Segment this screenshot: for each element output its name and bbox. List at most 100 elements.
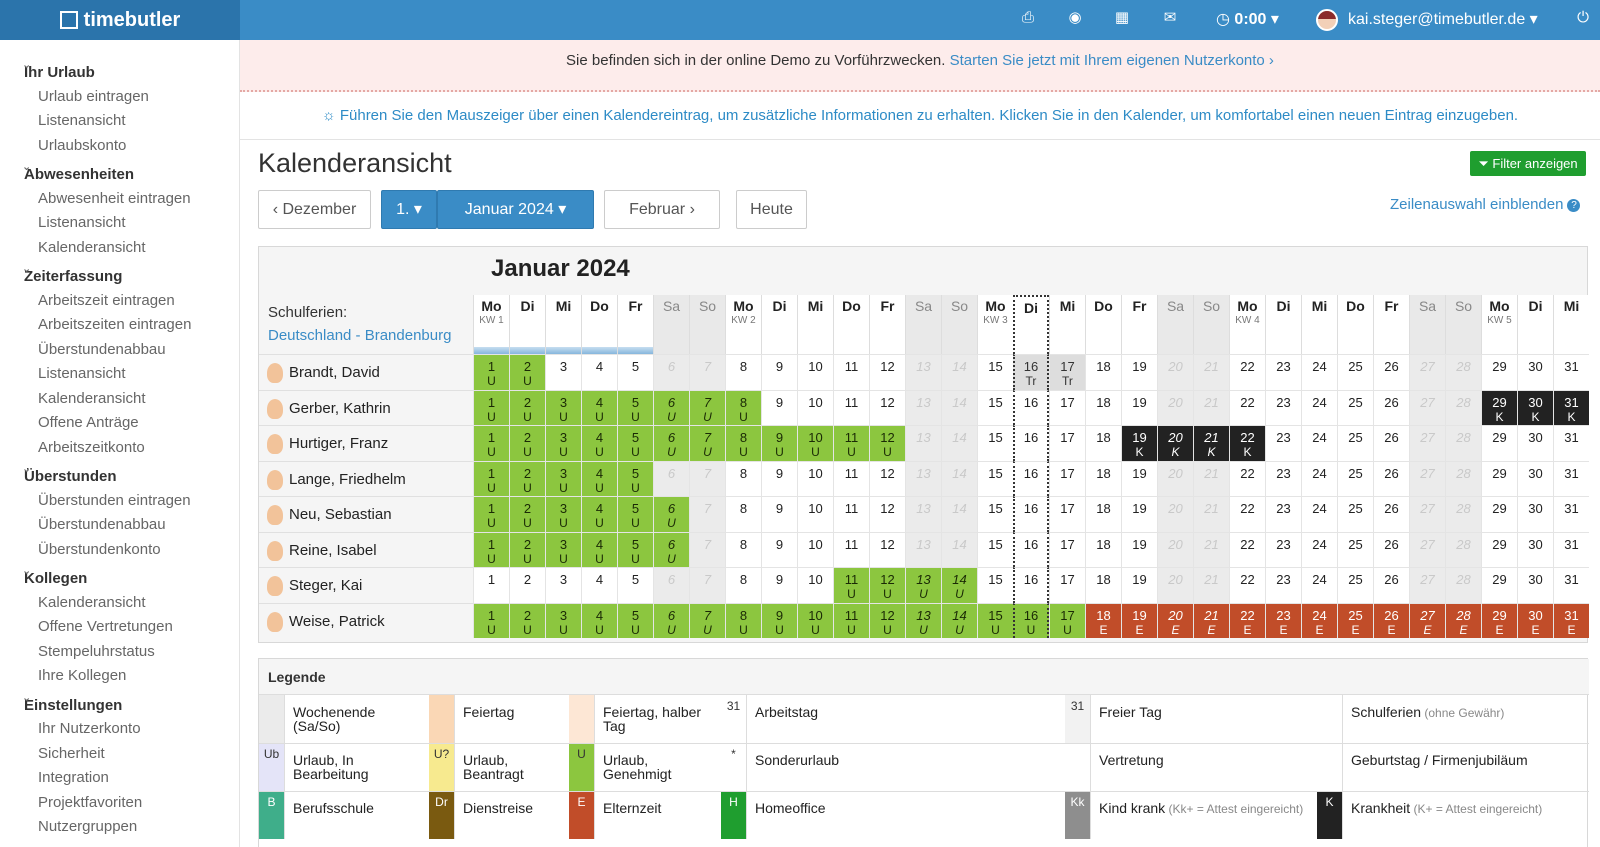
sidebar-item[interactable]: Stempeluhrstatus — [38, 642, 155, 660]
calendar-cell[interactable]: 12 — [869, 354, 905, 390]
calendar-cell[interactable]: 18 — [1085, 354, 1121, 390]
calendar-cell[interactable]: 15 — [977, 389, 1013, 425]
filter-button[interactable]: ⏷ Filter anzeigen — [1470, 151, 1586, 176]
calendar-cell[interactable]: 30 E — [1517, 602, 1553, 638]
calendar-cell[interactable]: 13 U — [905, 602, 941, 638]
calendar-cell[interactable]: 20 K — [1157, 425, 1193, 461]
calendar-cell[interactable]: 13 — [905, 354, 941, 390]
calendar-cell[interactable]: 10 U — [797, 602, 833, 638]
sidebar-item[interactable]: Sicherheit — [38, 744, 105, 762]
calendar-cell[interactable]: 14 — [941, 460, 977, 496]
calendar-cell[interactable]: 15 — [977, 567, 1013, 603]
calendar-cell[interactable]: 23 — [1265, 567, 1301, 603]
sidebar-item[interactable]: Ihre Kollegen — [38, 667, 127, 684]
calendar-cell[interactable]: 5 — [617, 354, 653, 390]
sidebar-item[interactable]: Offene Anträge — [38, 414, 139, 431]
calendar-cell[interactable]: 27 E — [1409, 602, 1445, 638]
calendar-cell[interactable]: 20 — [1157, 354, 1193, 390]
calendar-cell[interactable]: 9 — [761, 531, 797, 567]
today-button[interactable]: Heute — [736, 190, 807, 229]
calendar-cell[interactable]: 21 — [1193, 531, 1229, 567]
calendar-cell[interactable]: 25 — [1337, 531, 1373, 567]
calendar-cell[interactable]: 17 — [1049, 460, 1085, 496]
calendar-cell[interactable]: 23 — [1265, 531, 1301, 567]
prev-month-button[interactable]: ‹ Dezember — [258, 190, 371, 229]
sidebar-group-4[interactable]: Kollegen — [22, 564, 87, 587]
sidebar-item[interactable]: Arbeitszeiten eintragen — [38, 316, 192, 333]
calendar-cell[interactable]: 26 — [1373, 460, 1409, 496]
calendar-cell[interactable]: 26 — [1373, 425, 1409, 461]
calendar-cell[interactable]: 25 — [1337, 496, 1373, 532]
calendar-cell[interactable]: 7 — [689, 531, 725, 567]
calendar-cell[interactable]: 24 — [1301, 354, 1337, 390]
sidebar-item[interactable]: Kalenderansicht — [38, 593, 146, 611]
calendar-cell[interactable]: 29 — [1481, 425, 1517, 461]
employee-name[interactable]: Steger, Kai — [259, 567, 479, 603]
calendar-cell[interactable]: 20 — [1157, 389, 1193, 425]
calendar-cell[interactable]: 17 — [1049, 567, 1085, 603]
calendar-cell[interactable]: 25 E — [1337, 602, 1373, 638]
sidebar-item[interactable]: Listenansicht — [38, 214, 126, 231]
calendar-cell[interactable]: 28 — [1445, 567, 1481, 603]
power-icon[interactable]: ⏻ — [1577, 9, 1589, 26]
calendar-cell[interactable]: 10 — [797, 531, 833, 567]
calendar-cell[interactable]: 7 — [689, 496, 725, 532]
employee-name[interactable]: Brandt, David — [259, 354, 479, 390]
calendar-cell[interactable]: 11 U — [833, 567, 869, 603]
calendar-cell[interactable]: 21 — [1193, 567, 1229, 603]
calendar-cell[interactable]: 14 — [941, 389, 977, 425]
calendar-cell[interactable]: 20 — [1157, 567, 1193, 603]
calendar-cell[interactable]: 16 — [1013, 460, 1049, 496]
calendar-cell[interactable]: 26 — [1373, 531, 1409, 567]
calendar-cell[interactable]: 25 — [1337, 567, 1373, 603]
calendar-cell[interactable]: 28 E — [1445, 602, 1481, 638]
calendar-cell[interactable]: 30 — [1517, 460, 1553, 496]
calendar-cell[interactable]: 13 — [905, 460, 941, 496]
calendar-cell[interactable]: 27 — [1409, 567, 1445, 603]
calendar-cell[interactable]: 28 — [1445, 460, 1481, 496]
sidebar-item[interactable]: Überstundenkonto — [38, 540, 161, 558]
calendar-cell[interactable]: 26 — [1373, 567, 1409, 603]
sidebar-group-2[interactable]: Zeiterfassung — [22, 262, 122, 285]
calendar-cell[interactable]: 16 — [1013, 496, 1049, 532]
calendar-cell[interactable]: 18 — [1085, 531, 1121, 567]
calendar-cell[interactable]: 28 — [1445, 496, 1481, 532]
calendar-cell[interactable]: 8 — [725, 567, 761, 603]
calendar-cell[interactable]: 10 — [797, 567, 833, 603]
calendar-cell[interactable]: 23 — [1265, 389, 1301, 425]
calendar-cell[interactable]: 3 — [545, 354, 581, 390]
calendar-cell[interactable]: 15 — [977, 531, 1013, 567]
calendar-cell[interactable]: 8 — [725, 460, 761, 496]
calendar-cell[interactable]: 14 — [941, 496, 977, 532]
calendar-cell[interactable]: 18 — [1085, 460, 1121, 496]
calendar-cell[interactable]: 12 U — [869, 567, 905, 603]
calendar-cell[interactable]: 17 — [1049, 496, 1085, 532]
next-month-button[interactable]: Februar › — [604, 190, 720, 229]
calendar-cell[interactable]: 10 — [797, 460, 833, 496]
calendar-cell[interactable]: 25 — [1337, 425, 1373, 461]
calendar-cell[interactable]: 9 — [761, 354, 797, 390]
calendar-cell[interactable]: 15 — [977, 425, 1013, 461]
calendar-cell[interactable]: 28 — [1445, 531, 1481, 567]
calendar-cell[interactable]: 25 — [1337, 354, 1373, 390]
calendar-cell[interactable]: 4 — [581, 567, 617, 603]
sidebar-item[interactable]: Überstundenabbau — [38, 516, 166, 533]
calendar-cell[interactable]: 10 U — [797, 425, 833, 461]
calendar-cell[interactable]: 8 — [725, 496, 761, 532]
calendar-cell[interactable]: 9 — [761, 567, 797, 603]
calendar-cell[interactable]: 17 Tr — [1049, 354, 1085, 390]
sidebar-group-1[interactable]: Abwesenheiten — [22, 160, 134, 183]
calendar-cell[interactable]: 21 E — [1193, 602, 1229, 638]
calendar-cell[interactable]: 29 K — [1481, 389, 1517, 425]
